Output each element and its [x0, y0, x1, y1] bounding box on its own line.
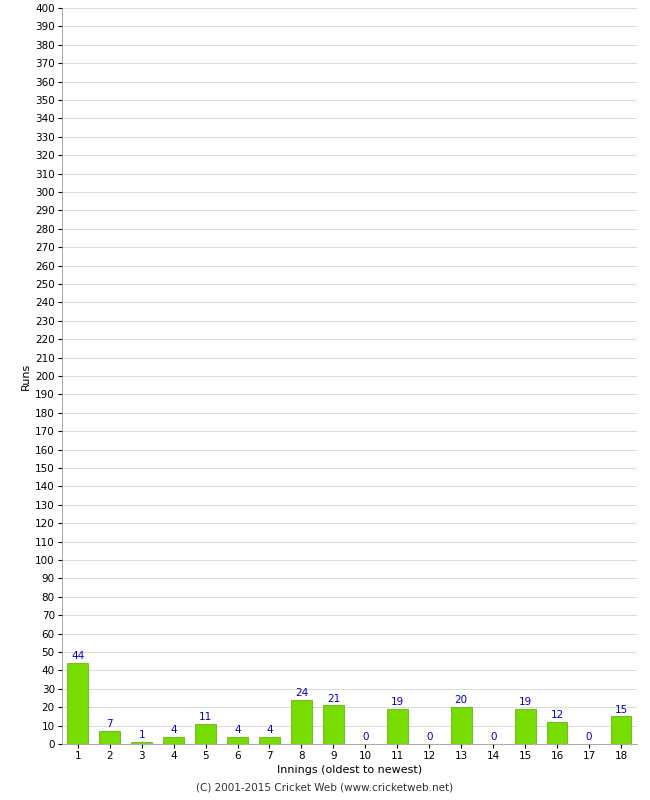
Text: 0: 0	[426, 732, 432, 742]
Bar	[515, 709, 536, 744]
Bar	[387, 709, 408, 744]
Text: 19: 19	[391, 697, 404, 707]
Bar	[227, 737, 248, 744]
Text: 7: 7	[107, 719, 113, 730]
Text: 4: 4	[234, 725, 241, 734]
Text: 21: 21	[327, 694, 340, 703]
Text: 20: 20	[454, 695, 468, 706]
Text: 15: 15	[614, 705, 628, 714]
Text: 12: 12	[551, 710, 564, 720]
Text: 24: 24	[295, 688, 308, 698]
Bar	[291, 700, 312, 744]
Bar	[323, 706, 344, 744]
Bar	[547, 722, 567, 744]
Text: 0: 0	[362, 732, 369, 742]
Bar	[610, 717, 631, 744]
Bar	[195, 724, 216, 744]
Bar	[259, 737, 280, 744]
Bar	[131, 742, 152, 744]
Y-axis label: Runs: Runs	[21, 362, 31, 390]
Text: 4: 4	[266, 725, 273, 734]
Text: 19: 19	[519, 697, 532, 707]
Bar	[68, 663, 88, 744]
Text: 4: 4	[170, 725, 177, 734]
Bar	[99, 731, 120, 744]
Text: 0: 0	[586, 732, 592, 742]
Bar	[163, 737, 184, 744]
Text: 44: 44	[71, 651, 84, 661]
Text: (C) 2001-2015 Cricket Web (www.cricketweb.net): (C) 2001-2015 Cricket Web (www.cricketwe…	[196, 782, 454, 792]
Bar	[451, 707, 472, 744]
Text: 1: 1	[138, 730, 145, 740]
Text: 0: 0	[490, 732, 497, 742]
Text: 11: 11	[199, 712, 212, 722]
X-axis label: Innings (oldest to newest): Innings (oldest to newest)	[277, 765, 422, 775]
